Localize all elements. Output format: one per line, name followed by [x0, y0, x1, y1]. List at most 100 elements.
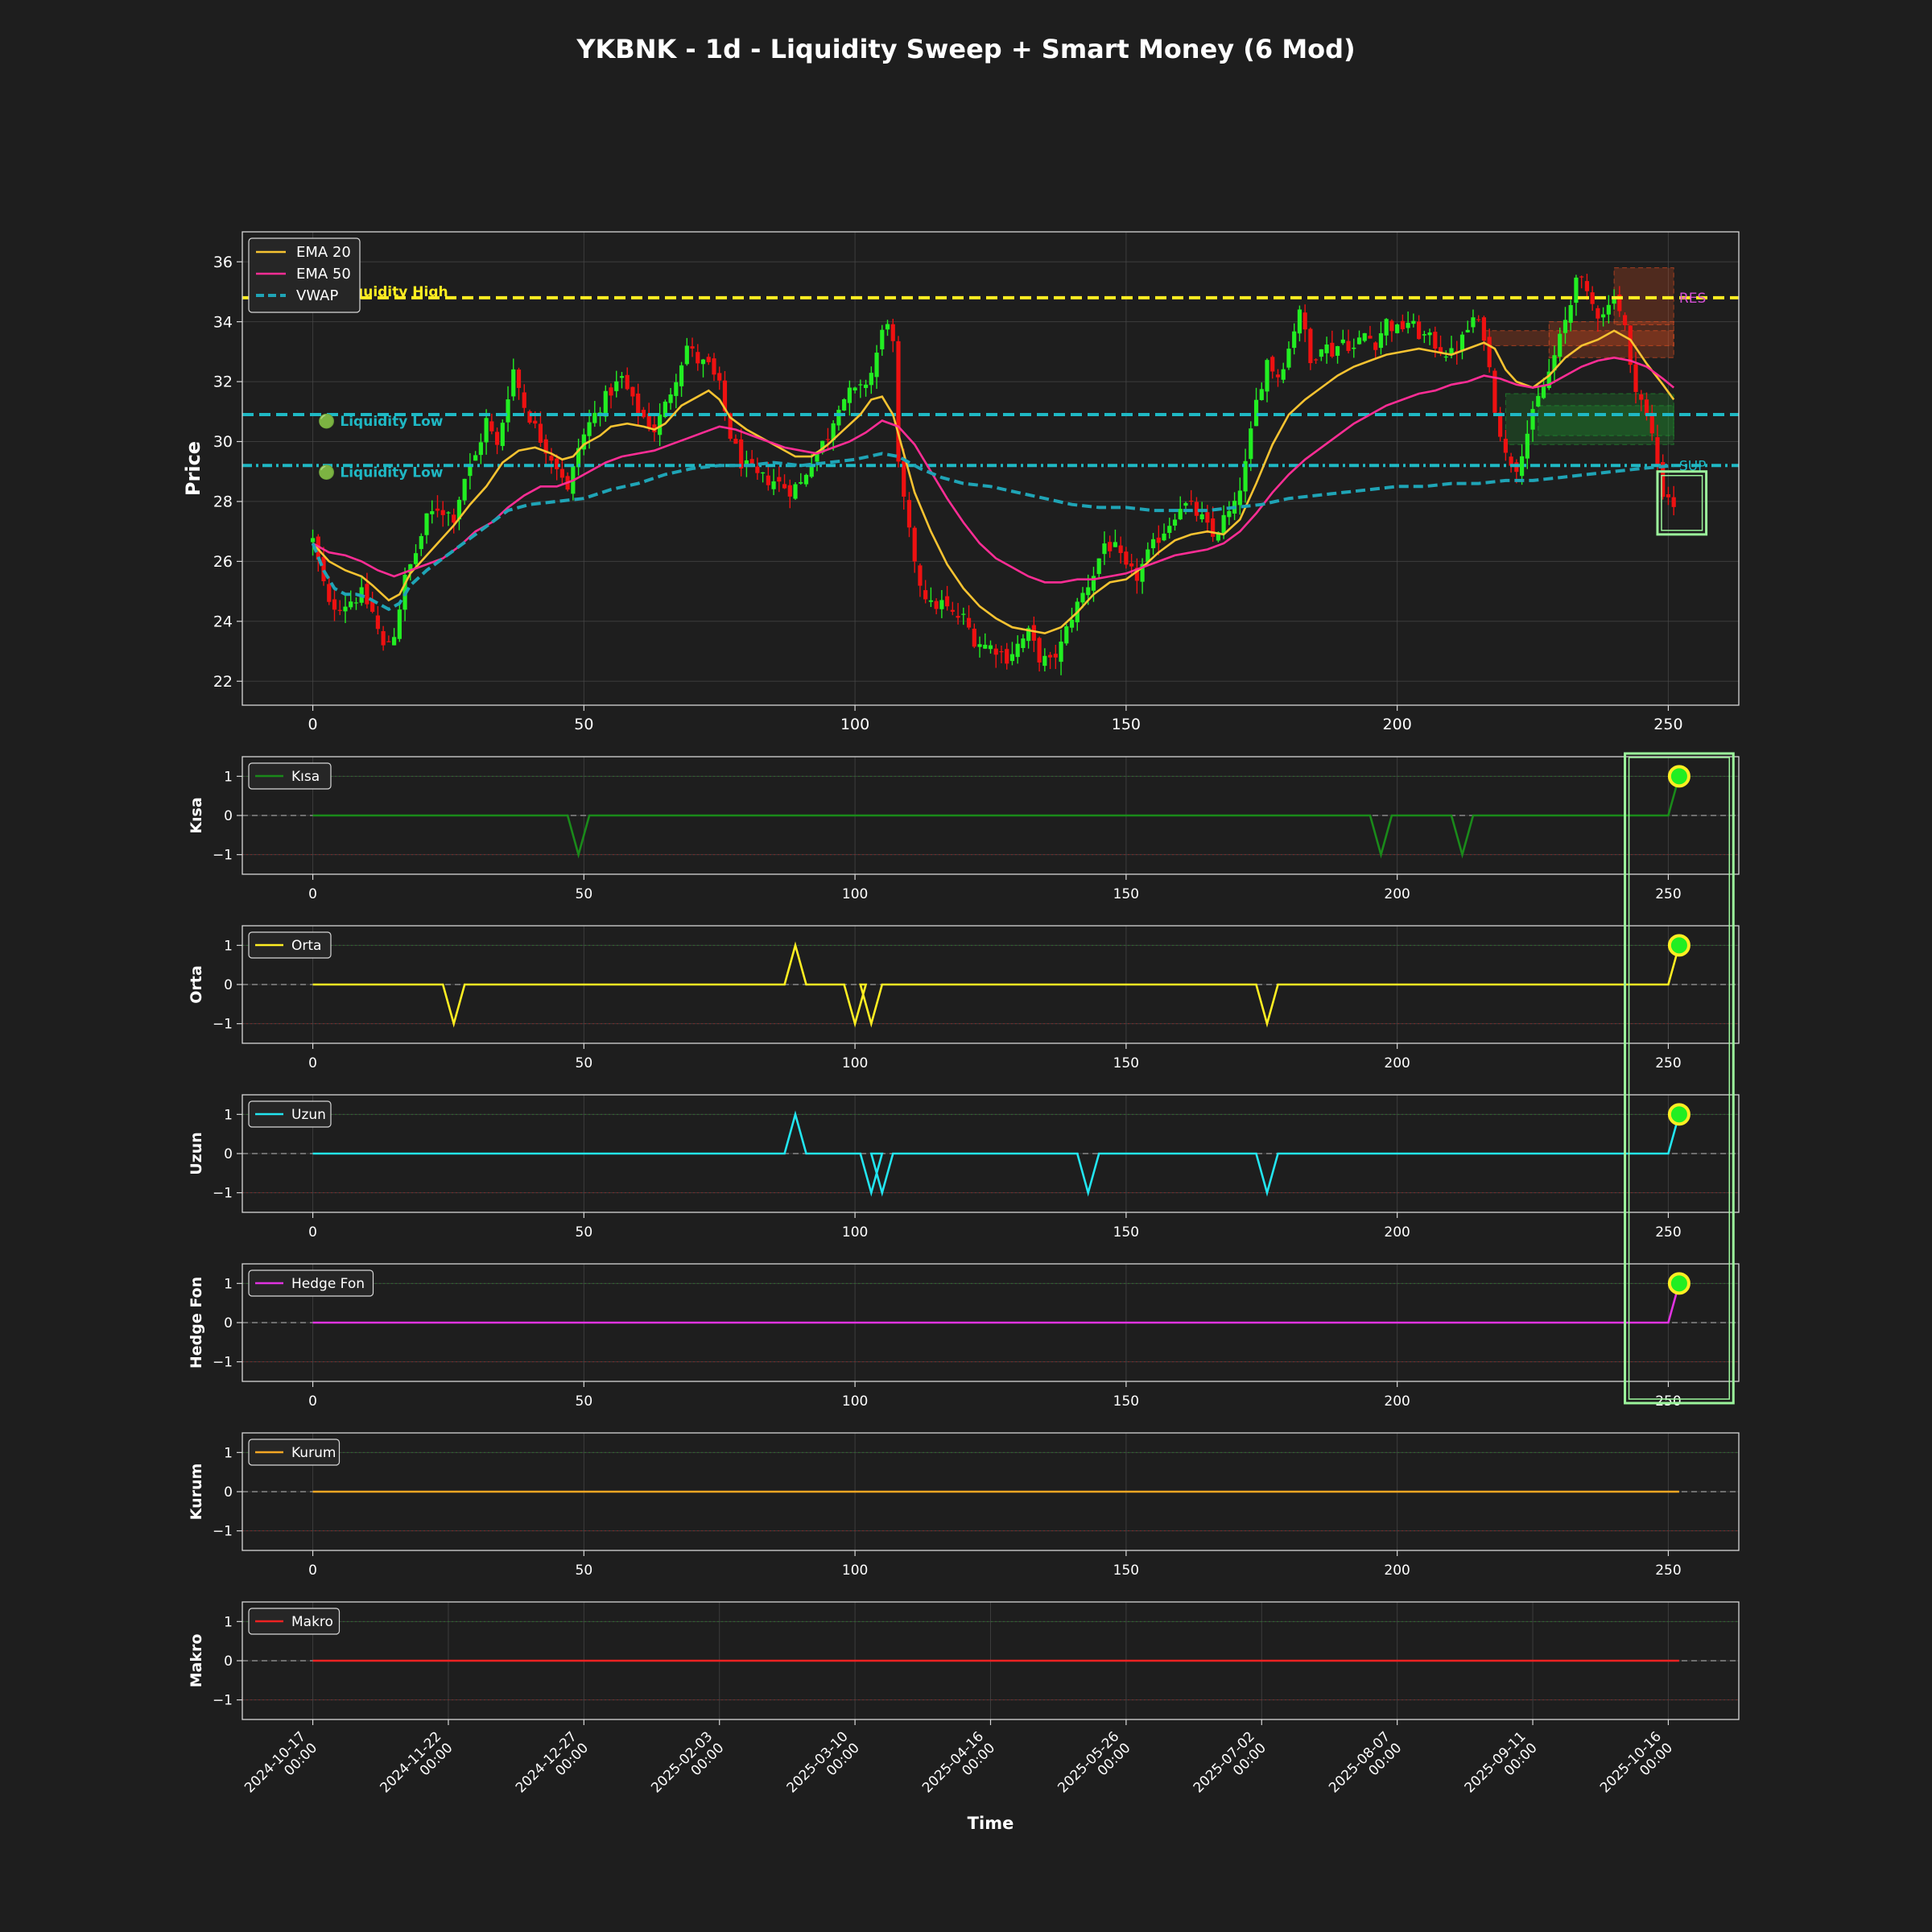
- candle-bull: [1221, 514, 1226, 535]
- panel-frame: [242, 925, 1740, 1044]
- candle-bull: [1146, 549, 1150, 562]
- candle-bull: [1427, 332, 1432, 336]
- candle-bull: [1606, 304, 1611, 315]
- x-tick-label: 0: [308, 1224, 317, 1241]
- candle-bull: [1080, 592, 1085, 603]
- candle-bear: [950, 609, 955, 612]
- candle-bull: [408, 564, 413, 573]
- candle-bear: [527, 411, 532, 423]
- candle-bull: [1178, 509, 1183, 520]
- candle-bear: [452, 514, 456, 523]
- candle-bear: [625, 374, 630, 390]
- candle-bear: [825, 439, 831, 440]
- candle-bull: [511, 369, 516, 397]
- candle-bull: [1281, 369, 1286, 380]
- legend-entry: Kurum: [291, 1445, 336, 1461]
- panel-legend: Kısa: [248, 762, 332, 790]
- candle-bear: [522, 392, 526, 408]
- legend-entry: EMA 20: [296, 244, 351, 261]
- ema-20-line: [312, 329, 1675, 635]
- candle-bull: [1362, 332, 1367, 341]
- candle-bull: [1568, 304, 1573, 323]
- candle-bear: [690, 346, 695, 349]
- candle-bear: [533, 420, 538, 424]
- y-tick-label: −1: [213, 1693, 233, 1709]
- x-tick-label: 50: [576, 1563, 593, 1579]
- x-axis-label: Time: [968, 1814, 1014, 1833]
- y-tick-label: −1: [213, 1017, 233, 1033]
- panel-frame: [242, 1601, 1740, 1720]
- x-tick-label: 0: [308, 716, 318, 733]
- candle-bear: [370, 601, 375, 612]
- legend-entry: Orta: [291, 938, 321, 954]
- candle-bear: [559, 469, 564, 478]
- candle-bull: [1378, 332, 1384, 349]
- candle-bull: [1601, 314, 1606, 318]
- candle-bear: [912, 527, 917, 562]
- candle-bull: [1471, 317, 1476, 328]
- candle-bull: [1167, 526, 1172, 533]
- candle-bear: [636, 393, 641, 414]
- candle-bear: [641, 410, 646, 418]
- candle-bear: [934, 601, 939, 609]
- x-tick-label: 0: [308, 1563, 317, 1579]
- y-tick-label: 0: [224, 1146, 233, 1162]
- candle-bull: [668, 394, 673, 403]
- x-tick-label: 150: [1113, 1563, 1139, 1579]
- candle-bull: [1021, 638, 1026, 648]
- candle-bull: [1340, 339, 1345, 344]
- candle-bull: [1319, 349, 1323, 357]
- candle-bull: [1552, 355, 1557, 371]
- candle-bear: [1590, 292, 1595, 304]
- candle-bear: [1503, 439, 1508, 453]
- panel-hedge-fon: 0 50 100 150 200 250 1 0 −1 Hedge Fon Hedge Fon: [188, 1263, 1740, 1410]
- legend-entry: Hedge Fon: [291, 1276, 365, 1292]
- candle-bear: [1649, 412, 1654, 434]
- legend-entry: VWAP: [296, 287, 338, 304]
- panel-legend: Hedge Fon: [248, 1269, 374, 1297]
- candle-bull: [349, 601, 353, 608]
- x-tick-label: 150: [1113, 1055, 1139, 1071]
- candle-bull: [1096, 558, 1101, 575]
- legend-frame: [248, 762, 332, 790]
- candle-bear: [609, 387, 613, 396]
- candle-bull: [603, 390, 608, 417]
- candle-bear: [766, 475, 770, 485]
- x-tick-label: 200: [1384, 1224, 1410, 1241]
- candle-bull: [988, 645, 993, 650]
- candle-bear: [739, 439, 744, 469]
- legend-frame: [248, 1439, 341, 1466]
- panel-legend: Kurum: [248, 1439, 341, 1466]
- candle-bear: [337, 609, 342, 611]
- x-tick-label: 200: [1384, 1563, 1410, 1579]
- candle-bear: [489, 421, 494, 431]
- y-tick-label: −1: [213, 1524, 233, 1540]
- x-tick-label: 250: [1655, 1393, 1681, 1410]
- candle-bull: [1406, 323, 1410, 328]
- x-tick-label: 250: [1655, 1224, 1681, 1241]
- candle-bull: [1015, 643, 1020, 658]
- x-tick-label: 50: [576, 1055, 593, 1071]
- y-tick-label: −1: [213, 848, 233, 864]
- candle-bear: [1053, 654, 1058, 658]
- candle-bull: [484, 418, 489, 443]
- x-tick-label: 50: [576, 886, 593, 902]
- candle-bear: [1194, 502, 1199, 516]
- y-tick-label: 30: [213, 433, 233, 451]
- candle-bear: [1639, 394, 1644, 400]
- candle-bull: [852, 387, 857, 390]
- candle-bull: [1530, 409, 1535, 430]
- candle-bear: [516, 369, 522, 388]
- candle-bull: [343, 606, 348, 612]
- x-tick-label: 200: [1384, 886, 1410, 902]
- candle-bull: [1216, 532, 1220, 541]
- candle-bull: [1253, 399, 1259, 427]
- candle-bear: [902, 460, 906, 497]
- x-tick-label: 250: [1655, 1055, 1681, 1071]
- candle-bull: [869, 373, 873, 386]
- y-axis-label: Makro: [188, 1634, 205, 1688]
- y-tick-label: 1: [224, 1445, 233, 1461]
- panel-kurum: 0 50 100 150 200 250 1 0 −1 Kurum Kurum: [188, 1432, 1740, 1579]
- candle-bear: [1368, 336, 1373, 339]
- candle-bull: [847, 387, 852, 403]
